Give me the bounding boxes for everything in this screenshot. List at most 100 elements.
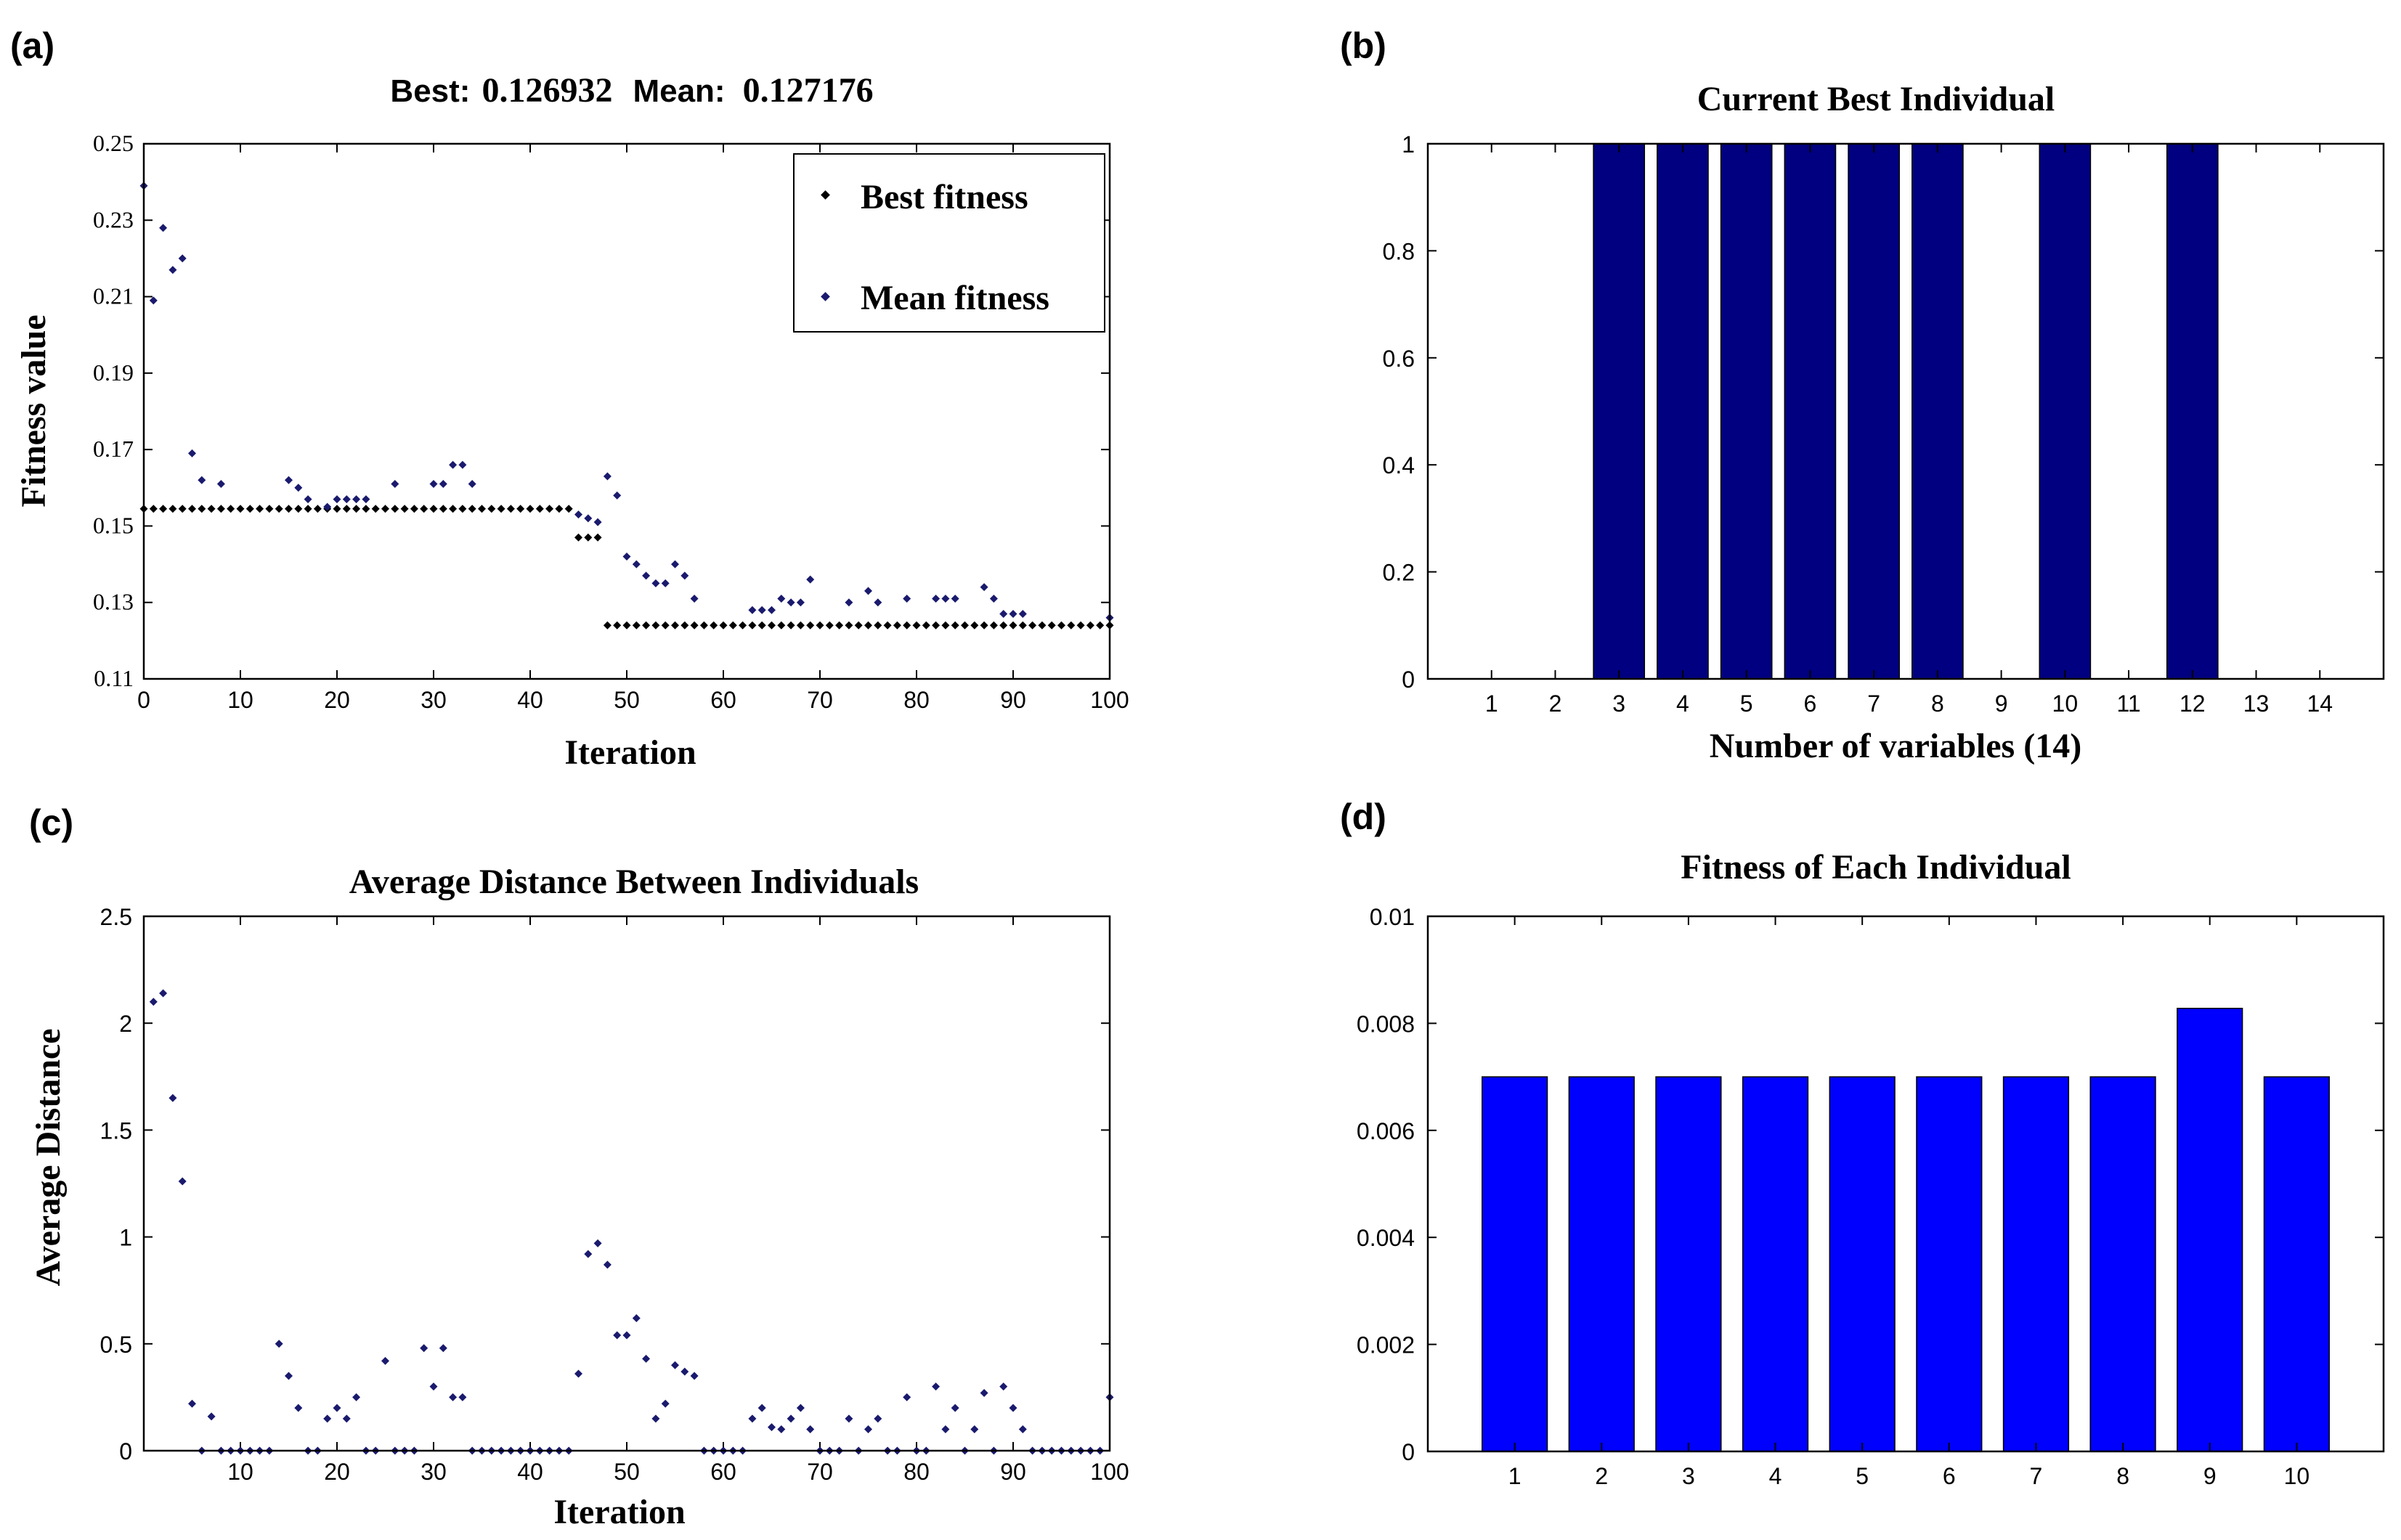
best-fitness-point [304,505,312,513]
best-fitness-point [719,621,728,630]
x-tick-label: 6 [1943,1463,1956,1489]
best-fitness-point [439,505,447,513]
mean-fitness-point [198,476,206,484]
y-tick-label: 0.5 [100,1332,132,1358]
distance-point [970,1425,979,1434]
mean-fitness-point [304,495,312,504]
best-fitness-point [168,505,177,513]
mean-fitness-point [294,484,303,492]
y-tick-label: 0.15 [93,512,134,538]
bar-individual-10 [2263,1076,2330,1452]
best-fitness-point [227,505,235,513]
distance-point [178,1177,187,1186]
mean-fitness-point [449,460,458,469]
x-tick-label: 30 [421,1459,447,1485]
x-tick-label: 30 [421,687,447,713]
mean-fitness-point [768,606,776,614]
x-tick-label: 40 [517,1459,543,1485]
best-fitness-point [864,621,872,630]
x-tick-label: 40 [517,687,543,713]
y-tick-label: 0.2 [1383,560,1415,586]
legend-label-best: Best fitness [861,178,1028,216]
x-tick-label: 8 [2116,1463,2129,1489]
panel-d-label: (d) [1340,797,1386,837]
best-fitness-point [1009,621,1017,630]
x-tick-label: 5 [1856,1463,1869,1489]
x-tick-label: 100 [1090,1459,1129,1485]
best-fitness-point [651,621,660,630]
x-tick-label: 2 [1549,690,1562,717]
x-tick-label: 90 [1000,687,1026,713]
best-fitness-point [391,505,399,513]
mean-fitness-point [999,610,1008,619]
panel-d-bars [1482,1008,2330,1452]
mean-fitness-point [603,472,612,481]
best-fitness-point [777,621,786,630]
panel-d-axes [1426,915,2385,1453]
x-tick-label: 4 [1769,1463,1782,1489]
panel-a-legend: Best fitness Mean fitness [793,153,1105,333]
best-fitness-point [1038,621,1047,630]
best-fitness-point [294,505,303,513]
distance-point [420,1344,428,1353]
panel-d-ticks: 1 2 3 4 5 6 7 8 9 10 0 0.002 0.004 0.006 0.008 0.01 [1357,904,2384,1489]
distance-point [159,989,168,998]
best-fitness-point [574,533,582,542]
best-fitness-point [748,621,757,630]
bar-individual-3 [1655,1076,1722,1452]
y-tick-label: 0.006 [1357,1118,1415,1144]
distance-point [681,1367,689,1376]
y-tick-label: 2 [119,1011,132,1037]
x-tick-label: 13 [2243,690,2270,717]
best-fitness-point [922,621,930,630]
best-fitness-point [1086,621,1094,630]
mean-fitness-point [671,560,679,569]
distance-point [796,1403,805,1412]
panel-c-points [149,989,1114,1455]
distance-point [806,1425,815,1434]
mean-fitness-point [342,495,351,504]
y-tick-label: 1 [1402,131,1415,158]
panel-c-ticks: 10 20 30 40 50 60 70 80 90 100 0 0.5 1 1.5 2 2.5 [100,904,1129,1485]
best-fitness-point [342,505,351,513]
y-tick-label: 0.8 [1383,238,1415,264]
x-tick-label: 4 [1676,690,1689,717]
panel-a-ticks: 0 10 20 30 40 50 60 70 80 90 100 0.11 0.13 0.15 0.17 0.… [93,130,1129,713]
distance-point [584,1250,593,1258]
best-fitness-point [1057,621,1065,630]
best-fitness-point [671,621,679,630]
best-fitness-point [622,621,631,630]
mean-fitness-point [806,575,815,584]
mean-fitness-point [980,583,988,592]
mean-fitness-point [932,594,941,603]
best-fitness-point [835,621,844,630]
mean-fitness-point [681,571,689,580]
best-fitness-point [941,621,950,630]
mean-fitness-point [323,502,332,511]
best-fitness-point [400,505,409,513]
bar-variable-4 [1657,143,1709,680]
mean-fitness-point [1009,610,1017,619]
best-fitness-point [787,621,795,630]
distance-point [874,1414,882,1423]
panel-a-axes [142,142,1111,680]
distance-point [149,998,158,1006]
best-fitness-point [429,505,438,513]
panel-c-average-distance: (c) Average Distance Between Individuals… [29,802,1129,1531]
best-fitness-point [757,621,766,630]
distance-point [593,1239,602,1247]
distance-point [574,1369,582,1378]
distance-point [381,1356,389,1365]
y-tick-label: 0 [119,1438,132,1464]
x-tick-label: 70 [807,1459,833,1485]
title-best-label: Best: [390,73,470,109]
best-fitness-point [216,505,225,513]
distance-point [275,1340,283,1348]
mean-fitness-point [159,224,168,232]
y-tick-label: 0.008 [1357,1011,1415,1037]
distance-point [748,1414,757,1423]
mean-fitness-point [622,553,631,561]
best-fitness-point [1047,621,1056,630]
mean-fitness-point [661,579,670,587]
legend-label-mean: Mean fitness [861,279,1049,317]
